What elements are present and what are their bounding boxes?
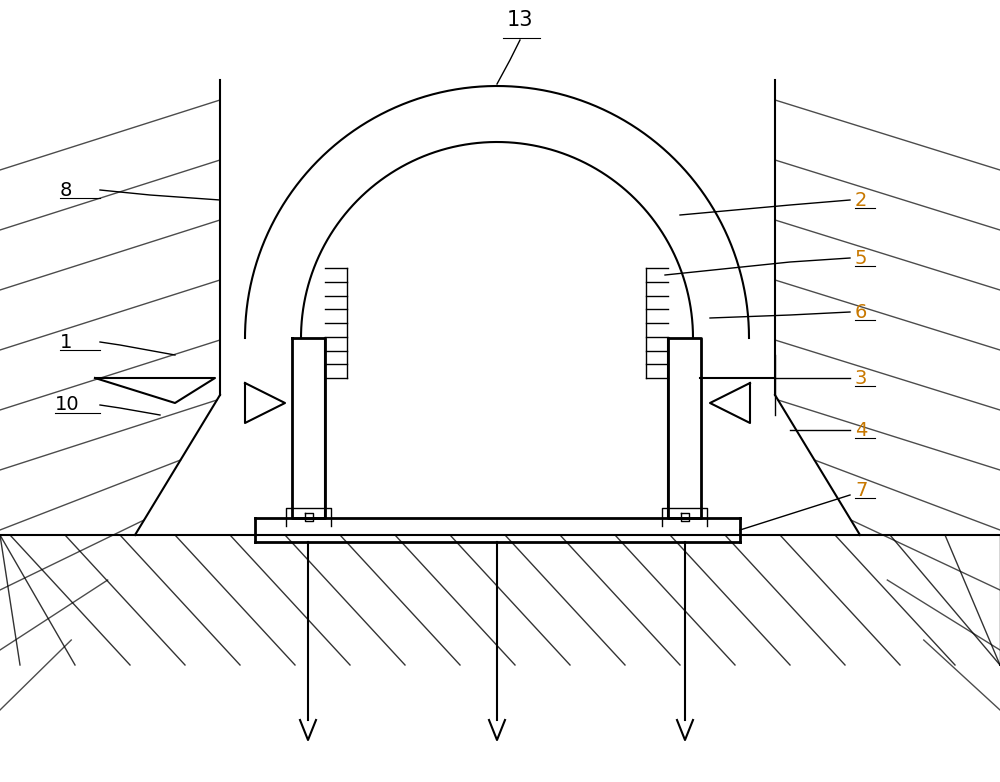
Text: 1: 1 [60, 332, 72, 351]
Text: 3: 3 [855, 368, 867, 388]
Text: 5: 5 [855, 249, 868, 267]
Text: 10: 10 [55, 396, 80, 414]
Text: 8: 8 [60, 181, 72, 199]
Text: 4: 4 [855, 421, 867, 439]
Text: 13: 13 [507, 10, 533, 30]
Text: 2: 2 [855, 191, 867, 210]
Text: 6: 6 [855, 303, 867, 321]
Text: 7: 7 [855, 480, 867, 500]
